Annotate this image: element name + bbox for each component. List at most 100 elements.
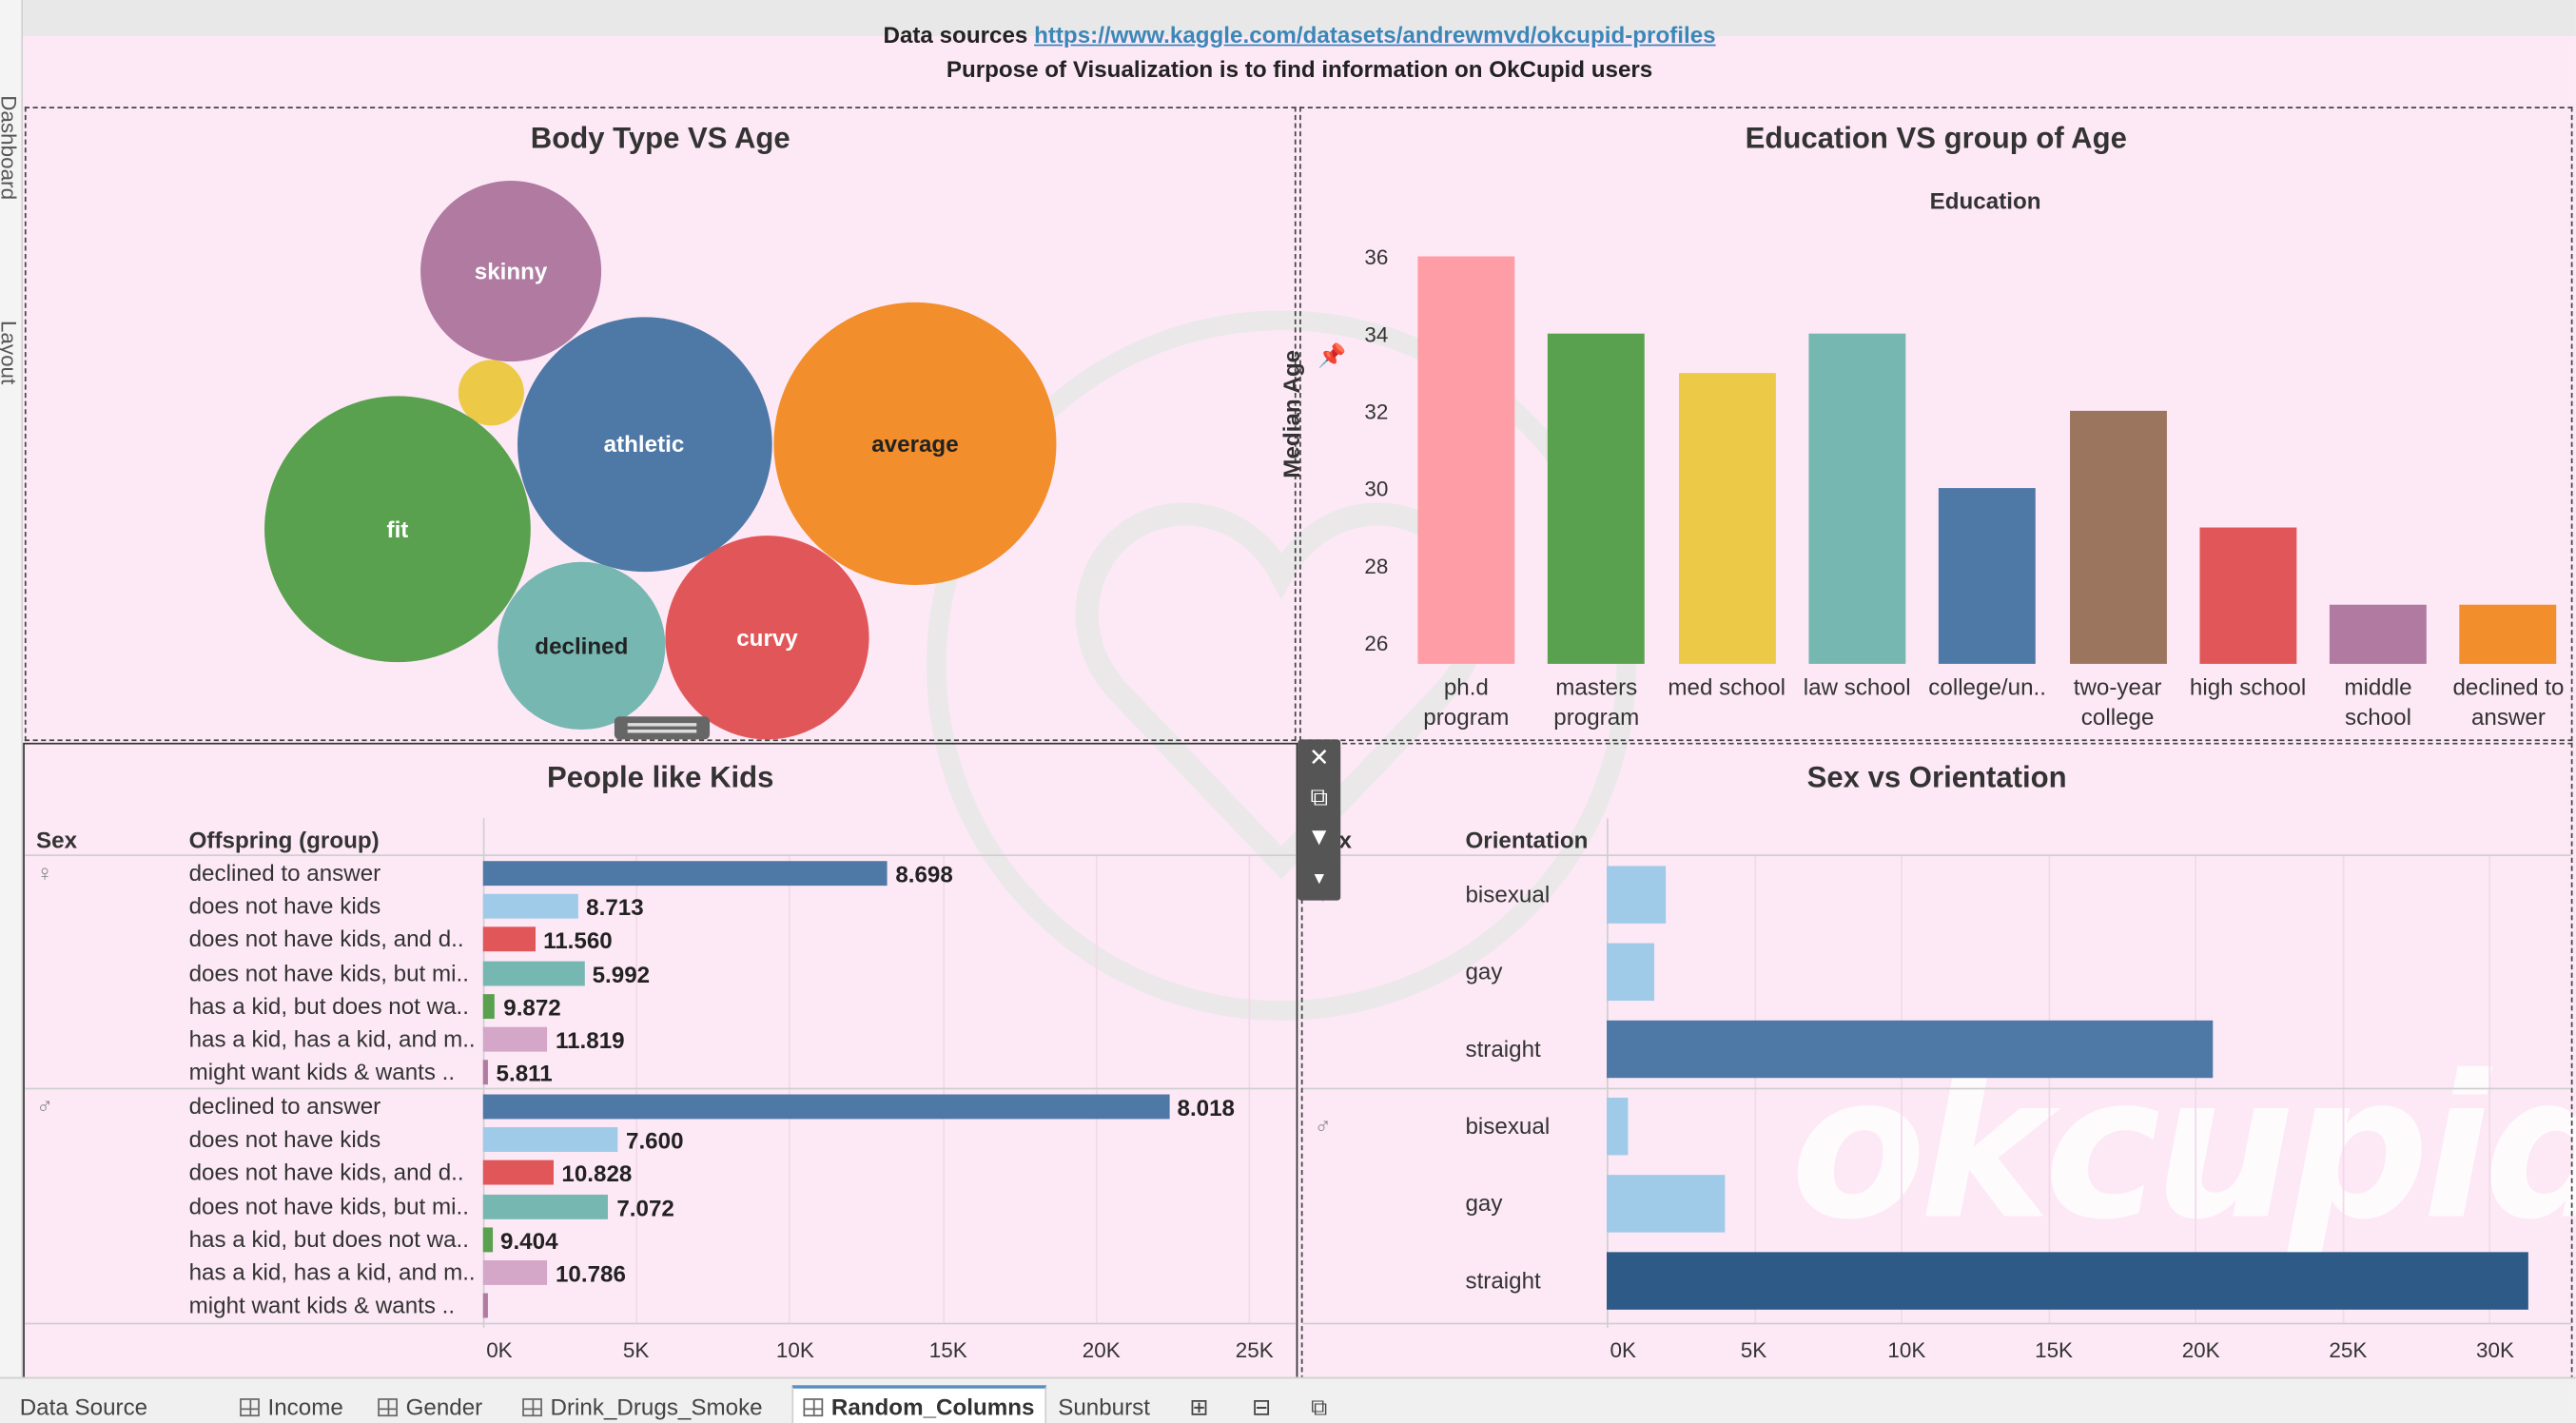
x-tick-label: ph.d program <box>1423 673 1510 731</box>
new-dashboard-icon[interactable]: ⊟ <box>1251 1393 1272 1420</box>
x-tick-label: two-year college <box>2073 673 2162 731</box>
bubble-declined[interactable]: declined <box>498 561 666 731</box>
education-panel[interactable]: Education VS group of Age Education Medi… <box>1278 107 2573 742</box>
bar-value-label: 11.819 <box>555 1026 625 1054</box>
kids-bar[interactable] <box>482 1060 488 1085</box>
x-tick-label: 20K <box>1082 1337 1121 1363</box>
bubble-skinny[interactable]: skinny <box>420 181 602 362</box>
close-icon[interactable]: ✕ <box>1308 744 1330 772</box>
kids-bar[interactable] <box>482 926 536 952</box>
bubble-curvy[interactable]: curvy <box>665 536 869 740</box>
orientation-bar[interactable] <box>1607 1097 1628 1156</box>
kids-bar[interactable] <box>482 1026 548 1052</box>
education-bar[interactable] <box>2199 526 2296 664</box>
offspring-column-header: Offspring (group) <box>188 826 380 853</box>
tab-label: Data Source <box>19 1393 148 1420</box>
tab-data-source[interactable]: Data Source <box>10 1389 157 1423</box>
body-type-title: Body Type VS Age <box>530 121 790 155</box>
kids-bar[interactable] <box>482 1226 493 1252</box>
resize-handle[interactable] <box>614 716 711 740</box>
tab-sunburst[interactable]: Sunburst <box>1048 1389 1161 1423</box>
education-bar[interactable] <box>2459 604 2557 664</box>
x-tick-label: 15K <box>2035 1337 2074 1363</box>
orientation-bar[interactable] <box>1607 1252 2527 1310</box>
orientation-bar[interactable] <box>1607 866 1666 924</box>
orientation-bar[interactable] <box>1607 1175 1725 1233</box>
tab-label: Random_Columns <box>830 1393 1035 1420</box>
sex-column-header: Sex <box>35 826 78 853</box>
x-tick-label: law school <box>1803 673 1911 700</box>
tab-random-columns[interactable]: Random_Columns <box>791 1385 1046 1423</box>
x-tick-label: masters program <box>1553 673 1640 731</box>
body-type-panel[interactable]: Body Type VS Age <box>24 107 1297 742</box>
x-tick-label: 10K <box>775 1337 814 1363</box>
pin-icon[interactable]: 📌 <box>1317 341 1347 368</box>
tab-label: Gender <box>405 1393 483 1420</box>
worksheet-toolbar: ✕ ⧉ ▼ ▾ <box>1298 739 1341 901</box>
orientation-label: gay <box>1465 958 1503 984</box>
bubble-unlabeled[interactable] <box>458 360 524 426</box>
x-tick-label: 0K <box>486 1337 513 1363</box>
worksheet-icon <box>378 1398 398 1417</box>
bubble-fit[interactable]: fit <box>264 396 531 663</box>
kids-bar[interactable] <box>482 1127 618 1153</box>
orientation-bar[interactable] <box>1607 1020 2214 1079</box>
orientation-label: bisexual <box>1465 1112 1551 1140</box>
y-tick-label: 34 <box>1364 322 1389 347</box>
more-options-icon[interactable]: ▾ <box>1314 866 1324 889</box>
x-tick-label: 5K <box>622 1337 650 1363</box>
x-tick-label: college/un.. <box>1928 673 2046 700</box>
new-story-icon[interactable]: ⧉ <box>1311 1393 1328 1420</box>
tab-label: Sunburst <box>1058 1393 1150 1420</box>
kids-bar[interactable] <box>482 960 584 985</box>
kids-bar[interactable] <box>482 861 888 887</box>
education-bar[interactable] <box>1808 333 1906 664</box>
x-tick-label: 30K <box>2475 1337 2514 1363</box>
education-bar[interactable] <box>2069 411 2167 664</box>
orientation-label: gay <box>1465 1189 1503 1217</box>
axis-bottom-line <box>1302 1322 2571 1325</box>
offspring-label: does not have kids <box>188 1125 381 1153</box>
dashboard-side-tab[interactable]: Dashboard <box>0 95 22 201</box>
kids-bar[interactable] <box>482 1259 548 1285</box>
kids-bar[interactable] <box>482 1160 554 1186</box>
layout-side-tab[interactable]: Layout <box>0 320 22 385</box>
orientation-label: bisexual <box>1465 880 1551 907</box>
tab-label: Drink_Drugs_Smoke <box>550 1393 763 1420</box>
kids-bar[interactable] <box>482 1094 1169 1120</box>
x-tick-label: declined to answer <box>2452 673 2565 731</box>
x-tick-label: 5K <box>1740 1337 1767 1363</box>
header-divider <box>24 854 1297 857</box>
orientation-column-header: Orientation <box>1465 826 1589 853</box>
education-bar[interactable] <box>1939 488 2037 664</box>
bubble-athletic[interactable]: athletic <box>517 316 771 572</box>
tab-drink-drugs-smoke[interactable]: Drink_Drugs_Smoke <box>513 1389 772 1423</box>
new-worksheet-icon[interactable]: ⊞ <box>1189 1393 1209 1420</box>
kids-bar[interactable] <box>482 1293 488 1318</box>
education-bar[interactable] <box>1548 333 1646 664</box>
education-bar[interactable] <box>1678 372 1776 664</box>
bar-value-label: 7.600 <box>626 1127 684 1154</box>
tab-income[interactable]: Income <box>230 1389 353 1423</box>
offspring-label: has a kid, has a kid, and m.. <box>188 1258 476 1285</box>
education-bar[interactable] <box>1417 256 1515 664</box>
bubble-average[interactable]: average <box>773 302 1057 585</box>
x-tick-label: med school <box>1668 673 1786 700</box>
orientation-bar[interactable] <box>1607 943 1654 1002</box>
popout-icon[interactable]: ⧉ <box>1310 784 1329 812</box>
data-source-link[interactable]: https://www.kaggle.com/datasets/andrewmv… <box>1034 21 1716 49</box>
bar-value-label: 8.018 <box>1177 1094 1236 1121</box>
bar-value-label: 8.698 <box>895 861 953 887</box>
filter-icon[interactable]: ▼ <box>1306 823 1332 851</box>
offspring-label: might want kids & wants .. <box>188 1058 456 1085</box>
tab-label: Income <box>267 1393 343 1420</box>
kids-bar[interactable] <box>482 894 578 919</box>
education-title: Education VS group of Age <box>1745 121 2127 155</box>
education-bar[interactable] <box>2330 604 2427 664</box>
tab-gender[interactable]: Gender <box>368 1389 493 1423</box>
kids-bar[interactable] <box>482 993 496 1019</box>
offspring-label: declined to answer <box>188 1092 381 1120</box>
data-sources-label: Data sources <box>883 21 1028 49</box>
kids-bar[interactable] <box>482 1194 609 1218</box>
